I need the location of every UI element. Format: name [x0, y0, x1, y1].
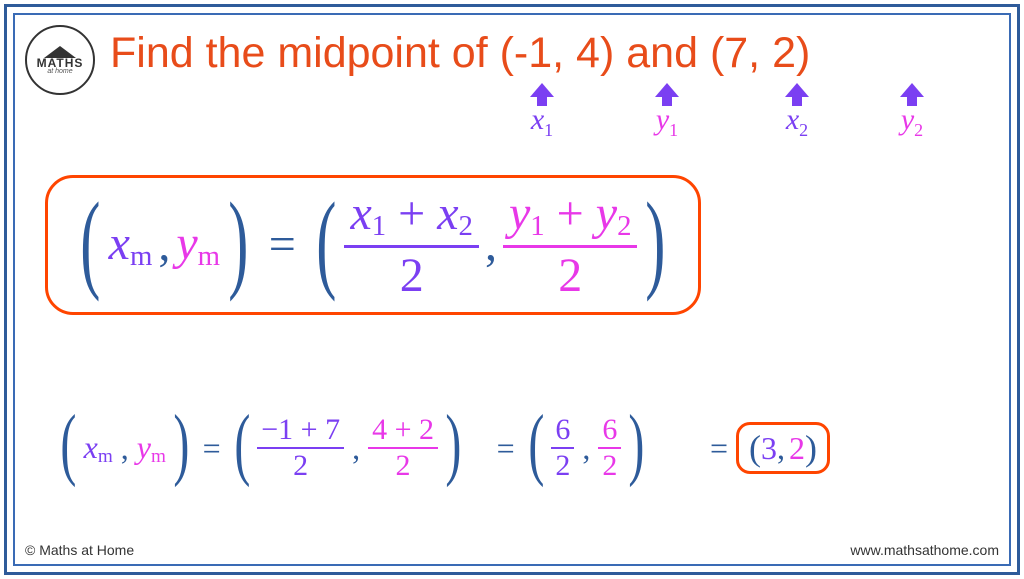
outer-frame: MATHS at home Find the midpoint of (-1, … [4, 4, 1020, 575]
frac-simp-y: 6 2 [598, 415, 621, 481]
lparen: ( [234, 412, 250, 476]
arrow-y2: y2 [900, 83, 924, 141]
frac-sub-x: −1 + 7 2 [257, 415, 344, 481]
num: 4 + 2 [368, 415, 438, 447]
eq: = [269, 217, 296, 272]
arrow-x1: x1 [530, 83, 554, 141]
title-point1: (-1, 4) [500, 29, 615, 77]
comma: , [158, 217, 170, 272]
frac-y-den: 2 [552, 248, 588, 300]
eq: = [203, 430, 221, 467]
lparen: ( [316, 197, 336, 285]
arrow-y1: y1 [655, 83, 679, 141]
substitution-line: ( xm , ym ) = ( −1 + 7 2 , 4 + 2 2 ) = ( [55, 415, 830, 481]
eq: = [497, 430, 515, 467]
ym: ym [137, 429, 166, 468]
label-y2: y2 [901, 103, 923, 141]
comma: , [121, 430, 129, 467]
rparen: ) [805, 427, 817, 469]
num: 6 [598, 415, 621, 447]
xm: xm [109, 216, 153, 273]
label-x2: x2 [786, 103, 808, 141]
den: 2 [551, 449, 574, 481]
title: Find the midpoint of (-1, 4) and (7, 2) [110, 29, 810, 78]
footer-copyright: © Maths at Home [25, 542, 134, 558]
logo-text-2: at home [47, 68, 72, 75]
rparen: ) [173, 412, 189, 476]
arrow-up-icon [655, 83, 679, 97]
frac-x: x1 + x2 2 [344, 190, 479, 300]
comma: , [777, 430, 785, 467]
answer-box: ( 3 , 2 ) [736, 422, 830, 474]
den: 2 [598, 449, 621, 481]
lparen: ( [528, 412, 544, 476]
ym: ym [176, 216, 220, 273]
arrow-up-icon [900, 83, 924, 97]
arrow-up-icon [785, 83, 809, 97]
rparen: ) [646, 197, 666, 285]
comma: , [582, 430, 590, 467]
num: −1 + 7 [257, 415, 344, 447]
title-conj: and [614, 29, 710, 77]
den: 2 [289, 449, 312, 481]
num: 6 [551, 415, 574, 447]
arrow-x2: x2 [785, 83, 809, 141]
title-point2: (7, 2) [710, 29, 810, 77]
comma: , [485, 217, 497, 272]
frac-simp-x: 6 2 [551, 415, 574, 481]
footer-url: www.mathsathome.com [850, 542, 999, 558]
answer-y: 2 [789, 430, 805, 467]
title-prefix: Find the midpoint of [110, 29, 500, 77]
frac-y-num: y1 + y2 [503, 190, 638, 245]
eq: = [710, 430, 728, 467]
frac-x-num: x1 + x2 [344, 190, 479, 245]
lparen: ( [80, 197, 100, 285]
comma: , [352, 430, 360, 467]
answer-x: 3 [761, 430, 777, 467]
arrow-up-icon [530, 83, 554, 97]
frac-x-den: 2 [394, 248, 430, 300]
lparen: ( [749, 427, 761, 469]
inner-frame: MATHS at home Find the midpoint of (-1, … [13, 13, 1011, 566]
label-y1: y1 [656, 103, 678, 141]
rparen: ) [228, 197, 248, 285]
midpoint-formula-box: ( xm , ym ) = ( x1 + x2 2 , y1 + y2 2 ) [45, 175, 701, 315]
lparen: ( [60, 412, 76, 476]
label-x1: x1 [531, 103, 553, 141]
xm: xm [84, 429, 113, 468]
frac-y: y1 + y2 2 [503, 190, 638, 300]
rparen: ) [445, 412, 461, 476]
rparen: ) [629, 412, 645, 476]
coordinate-arrows: x1 y1 x2 y2 [15, 83, 1009, 153]
den: 2 [392, 449, 415, 481]
frac-sub-y: 4 + 2 2 [368, 415, 438, 481]
